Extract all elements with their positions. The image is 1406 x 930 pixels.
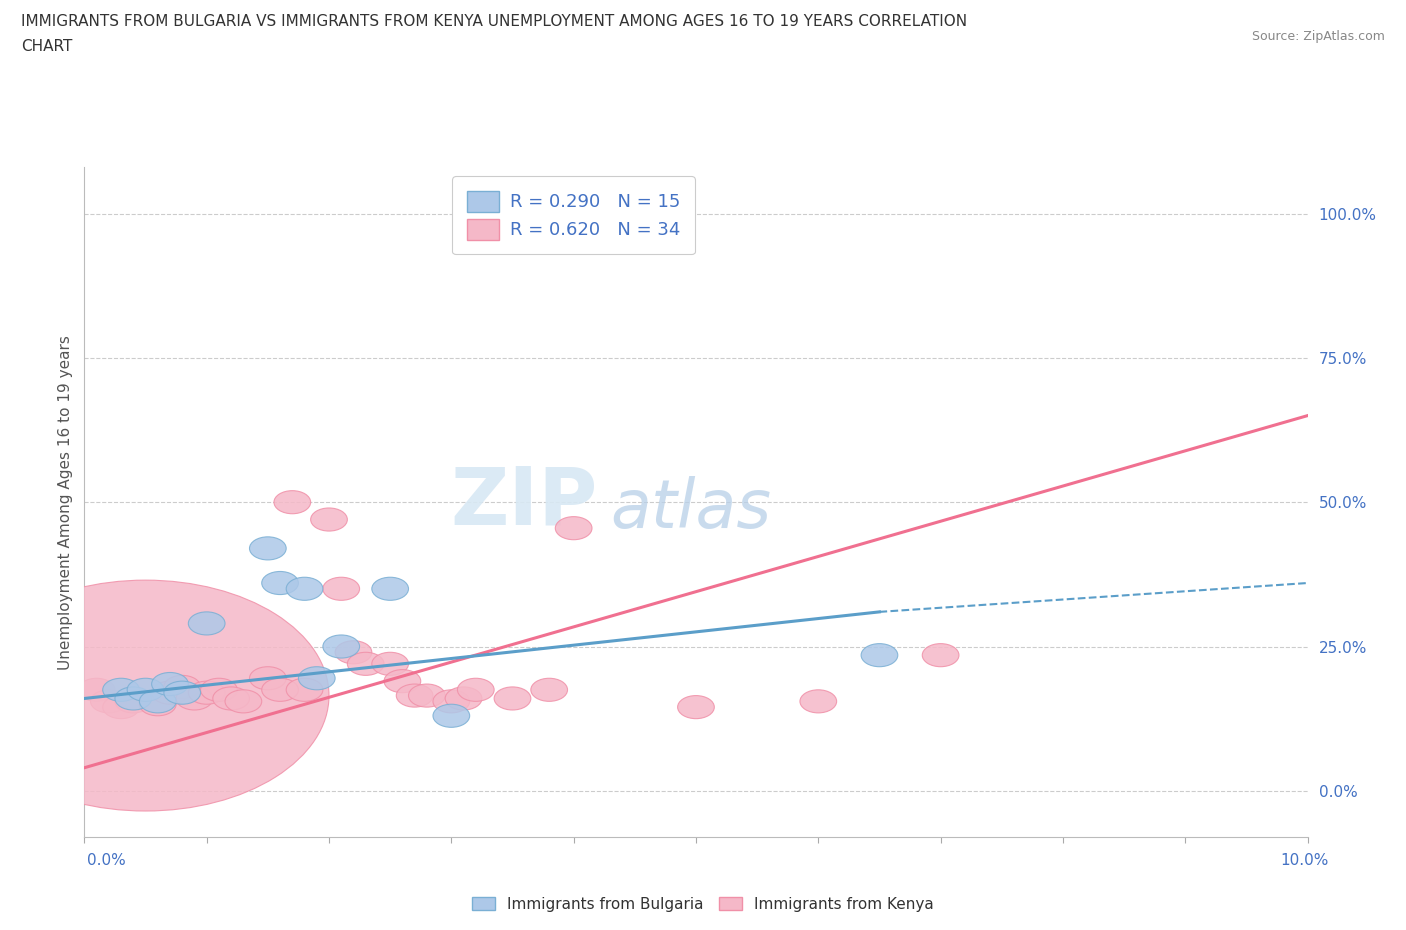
Ellipse shape	[555, 517, 592, 539]
Ellipse shape	[212, 687, 249, 710]
Ellipse shape	[446, 687, 482, 710]
Ellipse shape	[165, 681, 201, 704]
Ellipse shape	[249, 667, 287, 690]
Ellipse shape	[79, 678, 115, 701]
Ellipse shape	[347, 652, 384, 675]
Text: ZIP: ZIP	[451, 463, 598, 541]
Ellipse shape	[115, 690, 152, 713]
Ellipse shape	[409, 684, 446, 707]
Ellipse shape	[103, 678, 139, 701]
Ellipse shape	[165, 675, 201, 698]
Legend: Immigrants from Bulgaria, Immigrants from Kenya: Immigrants from Bulgaria, Immigrants fro…	[465, 890, 941, 918]
Ellipse shape	[371, 652, 409, 675]
Text: IMMIGRANTS FROM BULGARIA VS IMMIGRANTS FROM KENYA UNEMPLOYMENT AMONG AGES 16 TO : IMMIGRANTS FROM BULGARIA VS IMMIGRANTS F…	[21, 14, 967, 29]
Ellipse shape	[922, 644, 959, 667]
Ellipse shape	[249, 537, 287, 560]
Ellipse shape	[800, 690, 837, 713]
Ellipse shape	[176, 687, 212, 710]
Text: CHART: CHART	[21, 39, 73, 54]
Ellipse shape	[298, 667, 335, 690]
Ellipse shape	[139, 693, 176, 716]
Ellipse shape	[103, 696, 139, 719]
Legend: R = 0.290   N = 15, R = 0.620   N = 34: R = 0.290 N = 15, R = 0.620 N = 34	[453, 177, 695, 254]
Text: 10.0%: 10.0%	[1281, 853, 1329, 868]
Ellipse shape	[433, 690, 470, 713]
Ellipse shape	[860, 644, 898, 667]
Ellipse shape	[457, 678, 494, 701]
Ellipse shape	[433, 704, 470, 727]
Ellipse shape	[127, 678, 165, 701]
Ellipse shape	[396, 684, 433, 707]
Ellipse shape	[335, 641, 371, 664]
Ellipse shape	[262, 678, 298, 701]
Ellipse shape	[262, 571, 298, 594]
Text: Source: ZipAtlas.com: Source: ZipAtlas.com	[1251, 30, 1385, 43]
Ellipse shape	[494, 687, 531, 710]
Y-axis label: Unemployment Among Ages 16 to 19 years: Unemployment Among Ages 16 to 19 years	[58, 335, 73, 670]
Ellipse shape	[287, 678, 323, 701]
Ellipse shape	[0, 580, 329, 811]
Ellipse shape	[188, 681, 225, 704]
Ellipse shape	[152, 672, 188, 696]
Ellipse shape	[274, 491, 311, 513]
Ellipse shape	[201, 678, 238, 701]
Ellipse shape	[678, 696, 714, 719]
Ellipse shape	[311, 508, 347, 531]
Text: atlas: atlas	[610, 476, 772, 542]
Ellipse shape	[225, 690, 262, 713]
Ellipse shape	[152, 681, 188, 704]
Ellipse shape	[287, 578, 323, 601]
Ellipse shape	[188, 612, 225, 635]
Ellipse shape	[139, 690, 176, 713]
Ellipse shape	[384, 670, 420, 693]
Ellipse shape	[323, 578, 360, 601]
Ellipse shape	[90, 690, 127, 713]
Ellipse shape	[371, 578, 409, 601]
Ellipse shape	[115, 687, 152, 710]
Ellipse shape	[323, 635, 360, 658]
Text: 0.0%: 0.0%	[87, 853, 127, 868]
Ellipse shape	[531, 678, 568, 701]
